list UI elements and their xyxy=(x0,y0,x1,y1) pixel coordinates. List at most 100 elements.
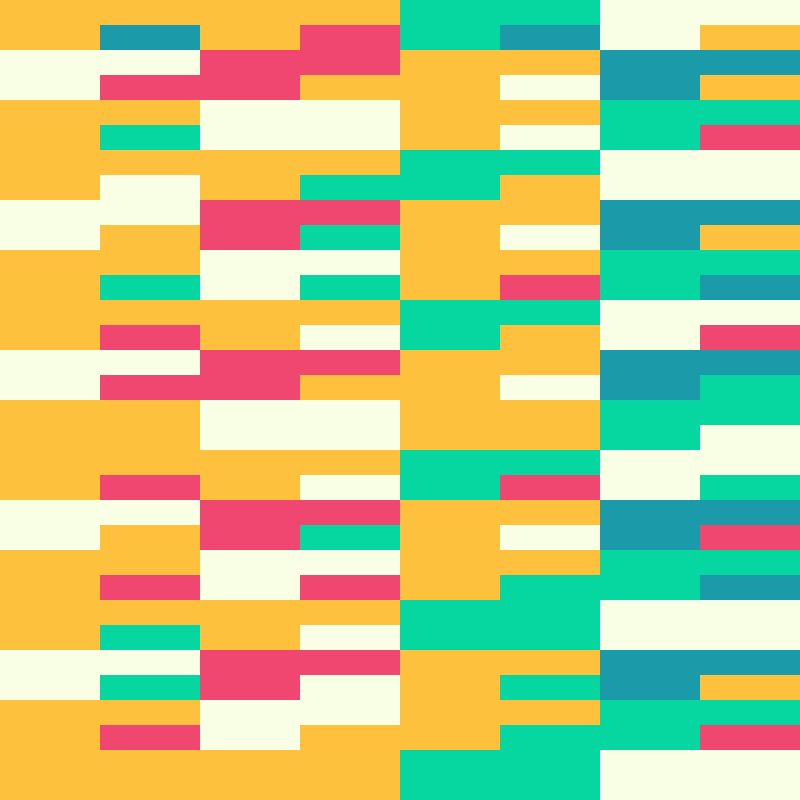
tile xyxy=(100,475,200,500)
tile xyxy=(400,725,500,750)
tile xyxy=(600,375,700,400)
tile xyxy=(0,550,200,575)
tile xyxy=(600,125,700,150)
tile xyxy=(400,450,600,475)
tile xyxy=(0,175,100,200)
tile xyxy=(100,25,200,50)
tile xyxy=(400,100,600,125)
tile xyxy=(200,750,400,775)
tile xyxy=(0,525,100,550)
tile xyxy=(0,125,100,150)
tile xyxy=(300,575,400,600)
tile xyxy=(0,475,100,500)
tile xyxy=(200,650,400,675)
tile xyxy=(0,25,100,50)
tile xyxy=(600,600,800,625)
tile xyxy=(600,750,800,775)
tile xyxy=(600,150,800,175)
tile xyxy=(200,225,300,250)
tile xyxy=(500,725,600,750)
tile xyxy=(700,775,800,800)
tile xyxy=(400,25,500,50)
tile xyxy=(200,700,400,725)
tile xyxy=(200,425,300,450)
tile xyxy=(500,225,600,250)
tile xyxy=(500,75,600,100)
tile xyxy=(100,575,200,600)
tile xyxy=(0,675,100,700)
tile xyxy=(200,450,400,475)
tile xyxy=(700,425,800,450)
tile xyxy=(500,325,600,350)
tile xyxy=(600,425,700,450)
tile xyxy=(400,700,600,725)
tile xyxy=(400,200,600,225)
tile xyxy=(200,175,300,200)
tile xyxy=(600,475,700,500)
tile xyxy=(500,25,600,50)
tile xyxy=(400,0,600,25)
tile xyxy=(700,725,800,750)
tile xyxy=(0,775,100,800)
tile xyxy=(600,650,800,675)
tile xyxy=(100,725,200,750)
tile xyxy=(200,325,300,350)
tile xyxy=(600,275,700,300)
tile xyxy=(600,200,800,225)
tile xyxy=(0,275,100,300)
tile xyxy=(0,300,200,325)
tile xyxy=(500,775,600,800)
tile xyxy=(600,0,800,25)
tile xyxy=(300,225,400,250)
tile xyxy=(400,675,500,700)
tile xyxy=(400,650,600,675)
tile xyxy=(0,350,200,375)
tile xyxy=(200,350,400,375)
tile xyxy=(600,575,700,600)
tile xyxy=(200,550,400,575)
tile xyxy=(0,50,200,75)
tile xyxy=(100,625,200,650)
tile xyxy=(600,550,800,575)
tile xyxy=(700,475,800,500)
tile xyxy=(400,600,600,625)
tile xyxy=(100,525,200,550)
tile xyxy=(400,500,600,525)
tile xyxy=(300,725,400,750)
tile xyxy=(500,175,600,200)
tile xyxy=(400,550,600,575)
tile xyxy=(400,75,500,100)
tile xyxy=(700,175,800,200)
tile xyxy=(600,525,700,550)
tile xyxy=(0,325,100,350)
tile xyxy=(600,625,700,650)
tile xyxy=(700,625,800,650)
tile xyxy=(0,0,200,25)
tile xyxy=(700,275,800,300)
tile xyxy=(700,125,800,150)
tile xyxy=(400,375,500,400)
tile xyxy=(0,100,200,125)
tile xyxy=(100,425,200,450)
tile xyxy=(600,75,700,100)
tile xyxy=(600,350,800,375)
tile xyxy=(200,0,400,25)
tile xyxy=(700,675,800,700)
tile xyxy=(400,175,500,200)
tile xyxy=(400,575,500,600)
tile xyxy=(200,525,300,550)
tile xyxy=(400,275,500,300)
tile xyxy=(100,175,200,200)
tile xyxy=(300,775,400,800)
tile xyxy=(500,425,600,450)
tile xyxy=(300,375,400,400)
tile xyxy=(600,450,800,475)
tile xyxy=(300,325,400,350)
tile xyxy=(600,700,800,725)
tile xyxy=(700,25,800,50)
tile xyxy=(200,275,300,300)
tile xyxy=(0,250,200,275)
tile xyxy=(400,775,500,800)
tile xyxy=(0,725,100,750)
